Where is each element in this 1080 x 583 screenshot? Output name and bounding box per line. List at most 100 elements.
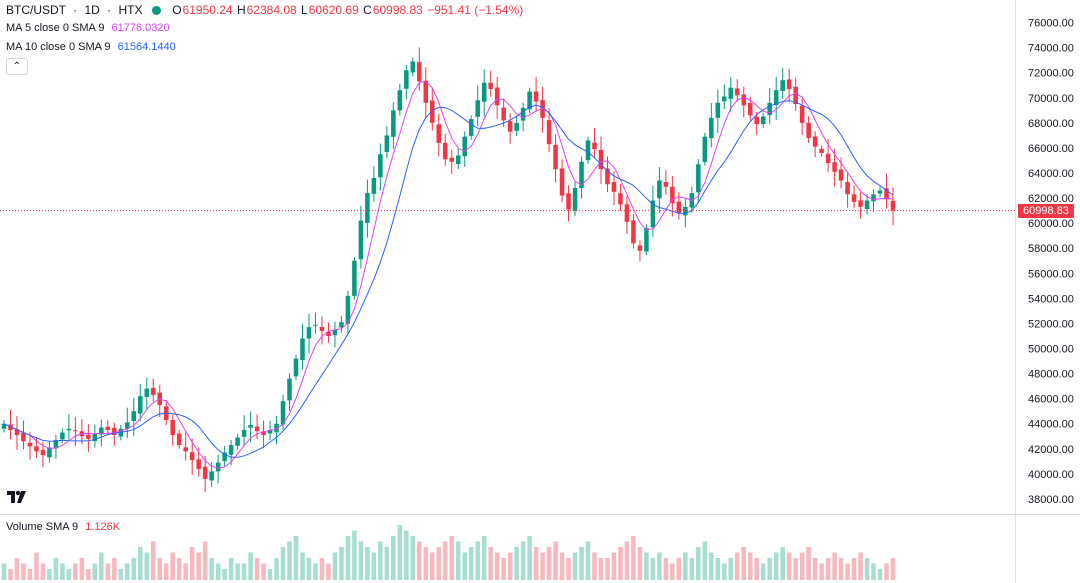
candle-body [261,431,266,436]
candle-body [196,459,201,469]
candle-body [170,419,175,436]
volume-bar [579,547,584,580]
candle-body [391,110,396,137]
candle-body [47,447,52,458]
candle-body [838,169,844,181]
tradingview-logo-icon[interactable] [5,485,29,507]
volume-bar [209,558,214,580]
volume-bar [877,569,883,580]
volume-bar [144,552,150,580]
volume-bar [92,563,98,580]
candle-body [618,193,623,205]
volume-bar [507,552,513,580]
interval-label: 1D [84,3,100,17]
volume-bar [118,569,124,580]
volume-bar [397,525,403,580]
candle-body [423,80,429,103]
candle-body [858,200,863,207]
candle-body [455,155,461,164]
candle-body [773,90,779,106]
volume-bar [657,552,662,580]
volume-label: Volume SMA 9 [6,521,79,533]
candle-body [767,102,772,116]
price-axis-tick-label: 38000.00 [1028,494,1074,506]
candle-body [287,378,292,401]
volume-bar [66,569,72,580]
candle-body [306,327,312,339]
volume-bar [838,558,844,580]
volume-bar [871,563,876,580]
candle-body [137,396,143,414]
volume-bar [163,563,169,580]
candle-body [709,117,714,139]
ohlc-values: O61950.24 H62384.08 L60620.69 C60998.83 … [172,3,524,17]
volume-bar [326,563,331,580]
volume-bar [40,563,46,580]
price-axis-tick-label: 56000.00 [1028,268,1074,280]
candle-body [371,178,377,194]
volume-bar [468,547,474,580]
ma10-label: MA 10 close 0 SMA 9 [6,41,111,53]
volume-bar [215,563,221,580]
volume-bar [417,541,422,580]
volume-bar [858,552,863,580]
candle-body [501,107,506,121]
volume-bar [183,563,188,580]
price-axis-tick-label: 44000.00 [1028,419,1074,431]
chevron-up-icon: ⌃ [12,61,22,72]
candle-body [734,88,740,96]
volume-bar [670,563,675,580]
candle-body [1,423,7,429]
candle-body [410,61,416,73]
candle-body [760,116,766,125]
volume-legend[interactable]: Volume SMA 9 1.126K [6,521,120,533]
candle-body [598,149,604,170]
volume-bar [365,547,370,580]
volume-bar [475,541,480,580]
volume-bar [73,563,78,580]
candle-body [754,116,760,125]
candle-body [670,186,675,204]
candle-body [280,401,286,425]
candle-body [650,200,656,228]
candle-body [683,206,688,216]
volume-bar [676,558,682,580]
volume-bar [540,552,545,580]
low-value: 60620.69 [308,3,359,17]
volume-bar [248,552,253,580]
volume-bar [53,558,59,580]
candle-body [728,87,734,99]
ma10-legend[interactable]: MA 10 close 0 SMA 9 61564.1440 [6,41,176,53]
candle-body [462,136,467,157]
close-value: 60998.83 [372,3,423,17]
candle-body [241,430,247,437]
candle-body [397,90,403,111]
ma5-legend[interactable]: MA 5 close 0 SMA 9 61776.0320 [6,22,170,34]
ma5-label: MA 5 close 0 SMA 9 [6,22,105,34]
price-axis-tick-label: 58000.00 [1028,243,1074,255]
volume-bar [715,558,721,580]
volume-bar [520,541,526,580]
volume-bar [494,552,500,580]
volume-bar [189,547,195,580]
volume-bar [449,536,455,580]
volume-bar [332,552,338,580]
volume-bar [202,541,208,580]
candle-body [332,329,338,336]
candle-body [884,188,889,200]
volume-bar [481,536,487,580]
volume-bar [773,552,779,580]
candle-body [92,433,98,442]
volume-bar [754,558,760,580]
candle-body [832,162,837,172]
volume-value: 1.126K [85,521,121,533]
volume-bar [728,558,734,580]
candle-body [183,447,188,452]
volume-bar [572,552,578,580]
candle-body [378,154,383,178]
volume-bar [566,558,571,580]
collapse-legend-button[interactable]: ⌃ [6,58,28,75]
candle-body [494,87,500,106]
volume-bar [598,558,604,580]
